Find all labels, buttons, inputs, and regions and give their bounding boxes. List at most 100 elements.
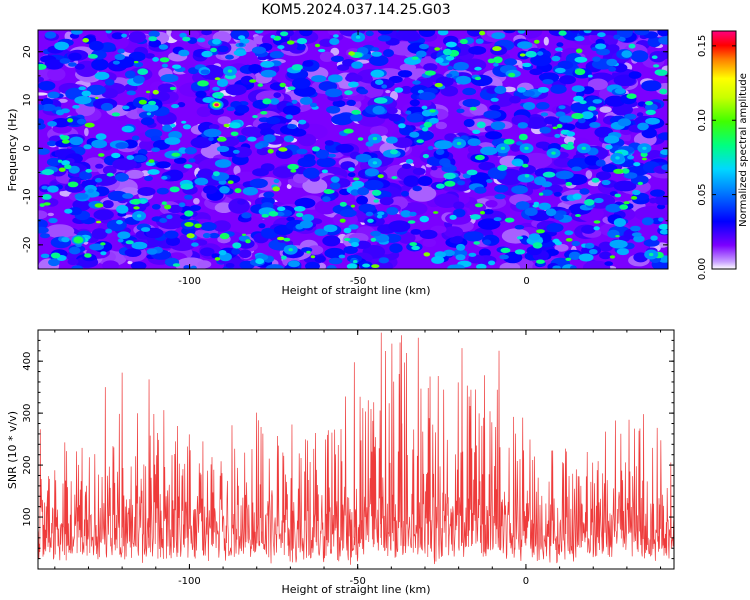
heatmap-cell — [558, 115, 574, 123]
heatmap-cell — [474, 66, 482, 71]
heatmap-cell — [457, 180, 466, 186]
heatmap-cell — [159, 57, 170, 63]
heatmap-cell — [581, 111, 594, 120]
heatmap-cell — [522, 90, 535, 97]
heatmap-cell — [91, 228, 108, 240]
heatmap-cell — [283, 135, 294, 143]
heatmap-cell — [483, 239, 492, 245]
heatmap-cell — [214, 77, 221, 81]
heatmap-cell — [200, 69, 210, 75]
heatmap-cell — [369, 55, 389, 66]
heatmap-cell — [179, 32, 187, 38]
heatmap-cell — [306, 250, 311, 254]
heatmap-cell — [434, 140, 453, 150]
heatmap-cell — [291, 99, 298, 104]
heatmap-cell — [351, 242, 359, 247]
heatmap-cell — [202, 232, 211, 239]
heatmap-cell — [76, 118, 87, 125]
heatmap-cell — [370, 237, 377, 242]
heatmap-cell — [167, 204, 183, 214]
heatmap-cell — [314, 228, 328, 236]
heatmap-cell — [155, 213, 186, 230]
heatmap-cell — [550, 84, 567, 94]
heatmap-cell — [658, 217, 664, 222]
heatmap-cell — [406, 113, 424, 123]
heatmap-cell — [659, 229, 668, 235]
heatmap-cell — [328, 153, 336, 158]
heatmap-cell — [67, 181, 79, 188]
heatmap-cell — [50, 181, 57, 187]
heatmap-cell — [640, 151, 648, 158]
heatmap-cell — [54, 41, 69, 51]
heatmap-cell — [385, 90, 391, 94]
heatmap-cell — [200, 222, 217, 231]
heatmap-cell — [370, 230, 381, 237]
heatmap-cell — [434, 82, 443, 88]
heatmap-cell — [589, 249, 598, 255]
heatmap-cell — [233, 49, 247, 57]
heatmap-cell — [475, 203, 483, 208]
heatmap-cell — [267, 149, 274, 154]
heatmap-cell — [371, 264, 380, 268]
heatmap-cell — [194, 223, 202, 229]
heatmap-cell — [148, 39, 162, 48]
heatmap-cell — [344, 90, 353, 96]
heatmap-peak — [355, 35, 361, 39]
heatmap-cell — [370, 69, 385, 78]
heatmap-cell — [128, 31, 146, 43]
heatmap-cell — [268, 211, 279, 217]
heatmap-cell — [131, 135, 140, 141]
spectrogram-ytick-label: 0 — [22, 145, 33, 151]
heatmap-cell — [127, 260, 133, 265]
heatmap-cell — [570, 30, 579, 33]
heatmap-cell — [493, 56, 503, 64]
heatmap-cell — [148, 30, 160, 38]
heatmap-cell — [462, 98, 481, 108]
heatmap-cell — [514, 249, 526, 255]
heatmap-cell — [645, 101, 653, 106]
heatmap-cell — [419, 43, 429, 50]
heatmap-cell — [298, 119, 307, 125]
heatmap-cell — [272, 186, 281, 192]
heatmap-cell — [55, 109, 65, 116]
heatmap-cell — [100, 102, 114, 111]
heatmap-cell — [333, 34, 339, 38]
heatmap-cell — [180, 183, 194, 190]
heatmap-cell — [314, 255, 326, 263]
heatmap-cell — [314, 43, 321, 48]
heatmap-cell — [480, 146, 498, 156]
heatmap-cell — [277, 206, 286, 212]
heatmap-cell — [555, 170, 574, 180]
heatmap-cell — [608, 66, 617, 72]
heatmap-cell — [214, 159, 232, 168]
heatmap-cell — [446, 73, 453, 78]
heatmap-cell — [111, 152, 121, 159]
heatmap-cell — [257, 83, 263, 87]
heatmap-cell — [219, 232, 230, 240]
heatmap-cell — [140, 117, 155, 126]
heatmap-cell — [609, 255, 616, 259]
heatmap-cell — [443, 249, 455, 257]
heatmap-cell — [47, 91, 60, 99]
heatmap-cell — [524, 174, 530, 178]
heatmap-cell — [423, 252, 431, 257]
heatmap-cell — [500, 247, 511, 253]
heatmap-cell — [536, 51, 544, 56]
heatmap-cell — [398, 123, 406, 129]
heatmap-cell — [67, 258, 79, 266]
heatmap-cell — [400, 210, 412, 218]
heatmap-cell — [633, 162, 641, 167]
heatmap-cell — [249, 178, 268, 189]
heatmap-cell — [542, 171, 556, 178]
heatmap-cell — [565, 238, 573, 242]
heatmap-cell — [47, 67, 66, 81]
heatmap-cell — [265, 264, 284, 269]
heatmap-cell — [409, 99, 420, 107]
heatmap-cell — [574, 68, 586, 76]
spectrogram-xtick-label: -100 — [178, 276, 201, 287]
heatmap-cell — [217, 45, 229, 53]
spectrogram-ytick-label: -20 — [22, 237, 33, 253]
heatmap-cell — [38, 104, 45, 111]
heatmap-cell — [582, 260, 611, 269]
heatmap-cell — [71, 265, 83, 269]
